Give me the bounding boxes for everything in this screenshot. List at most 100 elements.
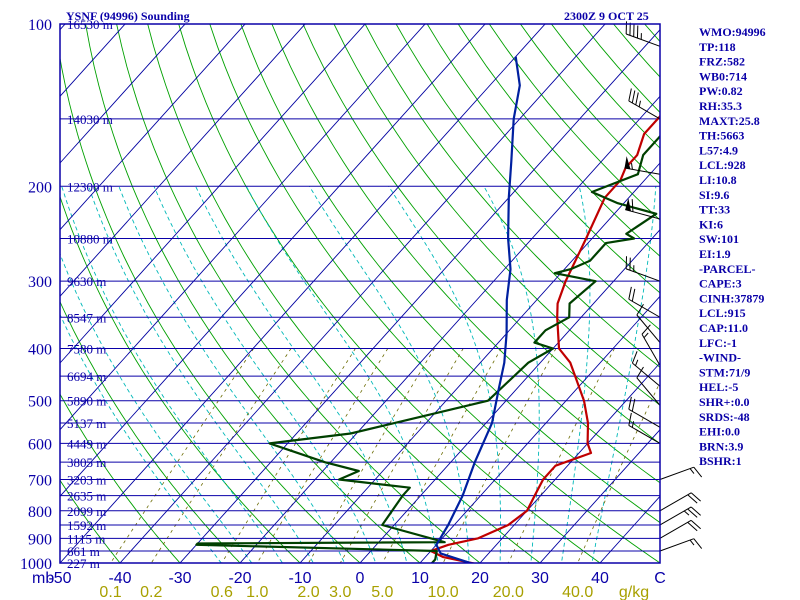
isotherm [60,24,246,231]
height-label: 9630 m [67,274,106,289]
temp-tick-label: 30 [531,570,549,587]
dry-adiabat [116,24,481,563]
dry-adiabat [240,24,660,524]
temp-tick-label: 0 [356,570,365,587]
wind-barb-feather [631,90,636,104]
stat-item: CAP:11.0 [699,321,748,335]
y-unit-label: mb [32,570,54,587]
dry-adiabat [209,24,660,563]
height-label: 661 m [67,544,100,559]
wind-barb-staff [659,519,692,539]
mixing-ratio-line [339,348,464,563]
stat-item: PW:0.82 [699,84,743,98]
wind-barb-staff [659,538,694,552]
isotherm [60,24,366,364]
wind-barb-half-feather [643,332,649,339]
moist-adiabat [118,186,345,563]
stat-item: L57:4.9 [699,143,738,157]
stat-item: FRZ:582 [699,55,745,69]
wind-barb-feather [690,492,701,502]
isotherm [60,24,546,563]
wind-barb [628,88,661,120]
stat-item: SW:101 [699,232,739,246]
dry-adiabats [60,24,800,574]
height-label: 14030 m [67,112,113,127]
height-label: 4449 m [67,436,106,451]
wind-barb-staff [628,424,661,444]
wind-barb [625,198,661,220]
stat-item: SRDS:-48 [699,410,750,424]
stat-item: TP:118 [699,40,736,54]
stat-item: LFC:-1 [699,336,737,350]
stat-item: EHI:0.0 [699,425,740,439]
stat-item: WMO:94996 [699,25,766,39]
wind-barb-flag [624,156,631,170]
wind-barb-staff [659,506,692,526]
dry-adiabat [60,300,241,563]
mixing-ratio-tick-label: 10.0 [428,584,459,600]
mixing-ratio-line [577,381,660,563]
temp-tick-label: 20 [471,570,489,587]
wind-barb-feather [628,286,632,300]
wind-barb [659,492,701,512]
height-label: 1592 m [67,518,106,533]
wind-barb-staff [628,100,661,120]
temp-tick-label: -20 [228,570,251,587]
dry-adiabat [769,24,800,574]
mixing-ratio-tick-label: 5.0 [371,584,393,600]
wind-barb-feather [631,351,638,364]
wind-barb [628,412,661,444]
wind-barb-feather [641,324,651,335]
height-label: 5890 m [67,394,106,409]
dry-adiabat [582,24,660,114]
moist-adiabat [153,186,377,563]
wind-barb-feather [628,412,632,426]
height-label: 6694 m [67,369,106,384]
plot-border [59,23,661,564]
wind-barb-half-feather [683,510,690,516]
plot-frame [59,23,661,564]
temp-tick-label: -40 [108,570,131,587]
wind-barb-half-feather [638,100,641,108]
mixing-ratio-line [150,348,292,563]
moist-adiabat [245,186,439,563]
stat-item: -WIND- [699,351,741,365]
wind-barb-staff [628,298,661,318]
dry-adiabat [426,24,660,294]
isotherm [60,24,426,431]
wind-barb-half-feather [635,359,639,366]
height-label: 5137 m [67,416,106,431]
temp-tick-label: -50 [48,570,71,587]
stat-item: BRN:3.9 [699,439,743,453]
height-label: 3203 m [67,473,106,488]
wind-barb-staff [626,33,661,47]
mixing-ratio-line [110,348,254,563]
stat-item: RH:35.3 [699,99,742,113]
wind-barb-feather [687,521,698,532]
isotherm [60,24,186,164]
pressure-tick-label: 800 [28,504,52,521]
wind-barb-feather [690,519,701,530]
mixing-ratio-lines [110,348,660,563]
wind-barb-staff [641,334,661,366]
isotherm [60,24,486,498]
height-label: 10880 m [67,231,113,246]
wind-barb-staff [624,167,661,175]
stat-item: STM:71/9 [699,365,750,379]
wind-barb [624,156,661,175]
wind-barb-staff [628,408,661,428]
temperature-line [429,114,660,563]
pressure-tick-label: 100 [28,17,52,34]
temp-tick-label: 10 [411,570,429,587]
moist-adiabat [388,186,502,563]
isotherm [539,428,660,563]
wind-barb-half-feather [689,468,695,474]
mixing-ratio-line [507,348,615,563]
stat-item: LCL:915 [699,306,746,320]
wind-barb-staff [625,209,661,220]
isotherm [60,24,306,298]
height-label: 12300 m [67,179,113,194]
pressure-tick-label: 1000 [20,556,52,573]
dry-adiabat [302,24,660,445]
wind-barb [628,396,661,428]
